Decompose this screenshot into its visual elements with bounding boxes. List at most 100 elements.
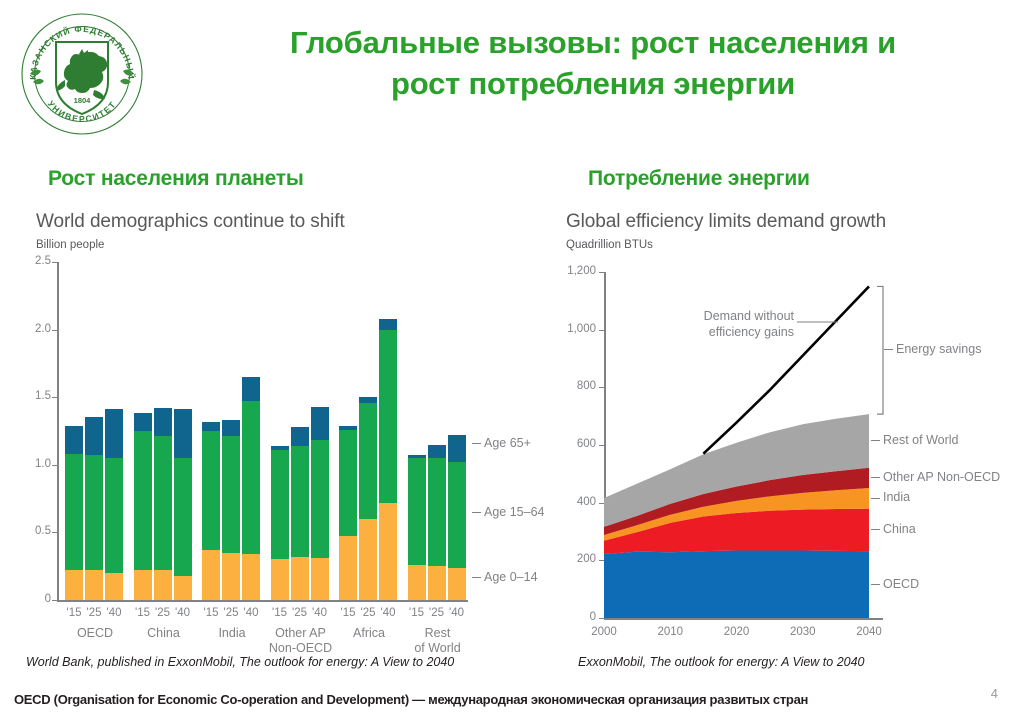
bar-segment	[359, 397, 377, 403]
x-group-label-line: of World	[414, 641, 461, 655]
footer-note: OECD (Organisation for Economic Co-opera…	[14, 692, 809, 707]
left-panel-subtitle: World demographics continue to shift	[36, 211, 345, 232]
x-group-label: Africa	[325, 626, 413, 641]
callout-label: Other AP Non-OECD	[883, 469, 1001, 484]
x-group-label-line: Other AP	[275, 626, 326, 640]
bar-segment	[270, 559, 289, 600]
x-axis-line	[604, 618, 883, 620]
left-panel-units: Billion people	[36, 239, 105, 251]
bar-segment	[202, 421, 220, 431]
y-axis-line	[604, 272, 606, 618]
bar-column	[270, 445, 289, 600]
x-tick-label: 2000	[591, 626, 617, 638]
bar-column	[153, 408, 172, 600]
bar-column	[290, 426, 309, 600]
callout-dash	[871, 529, 880, 531]
callout-label: India	[883, 490, 911, 505]
x-group-label-line: Africa	[353, 626, 385, 640]
bar-segment	[379, 329, 397, 503]
bar-segment	[202, 549, 220, 600]
callout-label: Age 65+	[484, 436, 531, 450]
y-tick-label: 1,000	[567, 322, 596, 335]
series-callout: Rest of World	[871, 433, 959, 447]
page-title-line2: рост потребления энергии	[391, 66, 795, 102]
right-panel-units: Quadrillion BTUs	[566, 239, 653, 251]
left-panel-heading: Рост населения планеты	[48, 167, 304, 190]
bar-segment	[242, 376, 260, 402]
x-group-label-line: Non-OECD	[268, 641, 333, 655]
y-tick-mark	[599, 329, 604, 331]
callout-dash	[871, 583, 880, 585]
bar-segment	[447, 567, 466, 600]
y-tick-label: 600	[576, 438, 596, 450]
callout-dash	[472, 512, 481, 514]
x-tick-label: '40	[243, 607, 259, 619]
bar-segment	[173, 458, 192, 576]
x-tick-label: '15	[135, 607, 150, 619]
area-series-rest-of-world	[604, 414, 869, 527]
demand-annotation-line2: efficiency gains	[708, 325, 794, 340]
y-tick-label: 0.5	[35, 525, 51, 538]
y-tick-label: 1.5	[35, 390, 51, 403]
bar-column	[339, 425, 357, 600]
callout-dash	[884, 349, 893, 351]
y-tick-mark	[599, 272, 604, 273]
x-tick-label: '25	[223, 607, 239, 619]
bar-segment	[339, 429, 357, 537]
bar-segment	[242, 401, 260, 554]
bar-segment	[427, 566, 446, 600]
bar-segment	[133, 570, 152, 600]
series-callout: China	[871, 522, 916, 536]
y-tick-mark	[52, 397, 57, 399]
bar-segment	[242, 554, 260, 600]
x-tick-label: '25	[86, 607, 102, 619]
y-tick-mark	[599, 445, 604, 446]
bar-column	[447, 435, 466, 600]
x-tick-label: '40	[449, 607, 464, 619]
callout-label: Age 0–14	[484, 570, 538, 584]
bar-segment	[290, 426, 309, 446]
bar-segment	[379, 318, 397, 330]
callout-label: China	[883, 521, 916, 536]
x-group-label: Other AP Non-OECD	[257, 626, 345, 656]
energy-savings-callout: Energy savings	[884, 342, 981, 356]
y-tick-label: 0	[589, 611, 596, 623]
bar-segment	[447, 435, 466, 463]
demand-annotation: Demand without efficiency gains	[664, 308, 794, 341]
x-tick-label: '15	[203, 607, 219, 619]
bar-column	[85, 417, 103, 600]
bar-segment	[270, 449, 289, 560]
logo-year: 1804	[74, 96, 92, 105]
bar-segment	[173, 409, 192, 459]
bar-segment	[379, 502, 397, 600]
bar-segment	[222, 420, 240, 437]
bar-segment	[85, 455, 103, 571]
area-series-china	[604, 508, 869, 554]
bar-column	[310, 406, 329, 600]
y-tick-label: 200	[576, 553, 596, 566]
bar-column	[379, 318, 397, 600]
series-callout: Other AP Non-OECD	[871, 470, 1000, 484]
x-group-label: China	[120, 626, 208, 641]
bar-segment	[290, 556, 309, 600]
bar-column	[359, 397, 377, 600]
x-group-label: Rest of World	[394, 626, 482, 656]
y-tick-mark	[52, 329, 57, 331]
x-tick-label: '25	[360, 607, 376, 619]
y-tick-mark	[599, 502, 604, 504]
y-tick-mark	[52, 532, 57, 534]
x-tick-label: '15	[340, 607, 356, 619]
y-tick-label: 2.0	[35, 322, 51, 335]
bar-column	[133, 413, 152, 600]
callout-dash	[871, 477, 880, 479]
energy-savings-bracket	[877, 285, 884, 415]
bar-segment	[65, 570, 83, 600]
x-tick-label: '25	[429, 607, 444, 619]
callout-label: Rest of World	[883, 432, 959, 447]
demand-annotation-line1: Demand without	[703, 309, 794, 323]
y-tick-label: 800	[576, 380, 596, 393]
bar-column	[202, 421, 220, 600]
bar-segment	[153, 408, 172, 437]
right-source-note: ExxonMobil, The outlook for energy: A Vi…	[578, 655, 865, 669]
